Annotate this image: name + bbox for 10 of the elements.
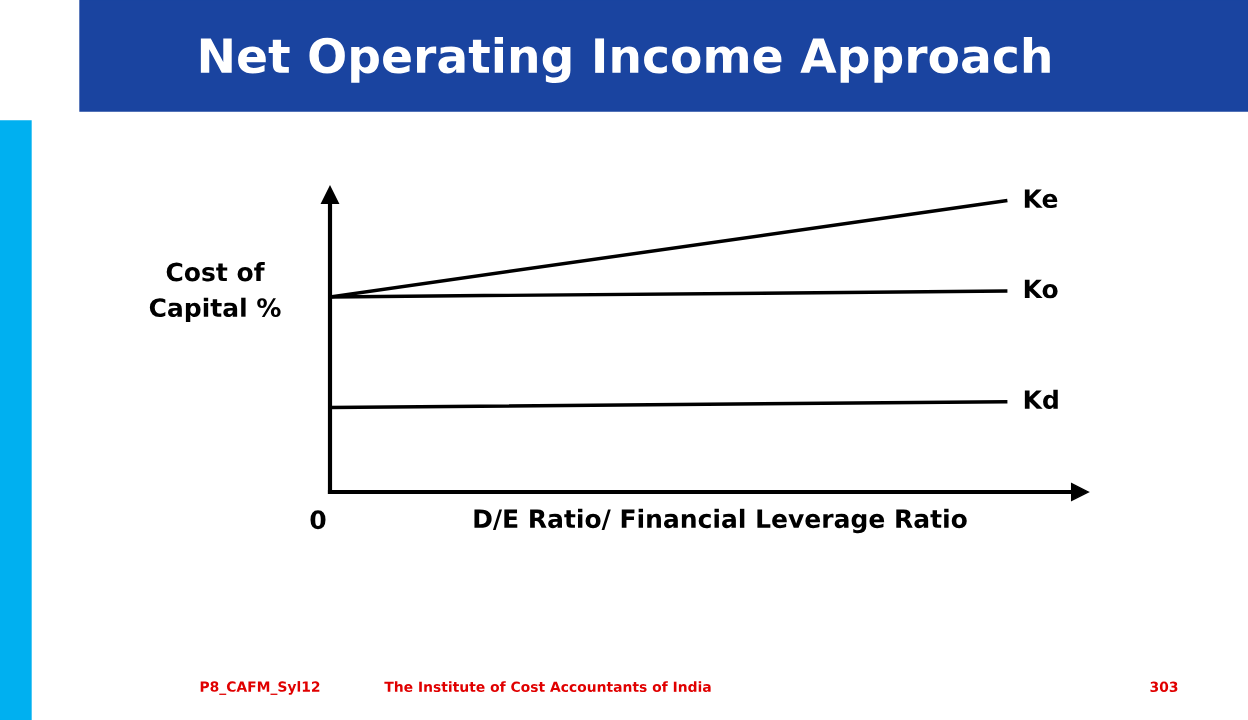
series-label: Kd (1024, 389, 1058, 409)
text: 0 (310, 510, 326, 530)
text: P8_CAFM_Syl12 (200, 681, 320, 695)
text: The Institute of Cost Accountants of India (384, 681, 711, 693)
x-axis-title: D/E Ratio/ Financial Leverage Ratio (474, 508, 967, 534)
y-axis-title: Cost of Capital % (149, 262, 281, 322)
chart-title: Net Operating Income Approach (200, 36, 1050, 84)
series-label: Ko (1024, 279, 1058, 299)
series-label: Ke (1024, 189, 1058, 209)
text: 303 (1150, 681, 1178, 693)
